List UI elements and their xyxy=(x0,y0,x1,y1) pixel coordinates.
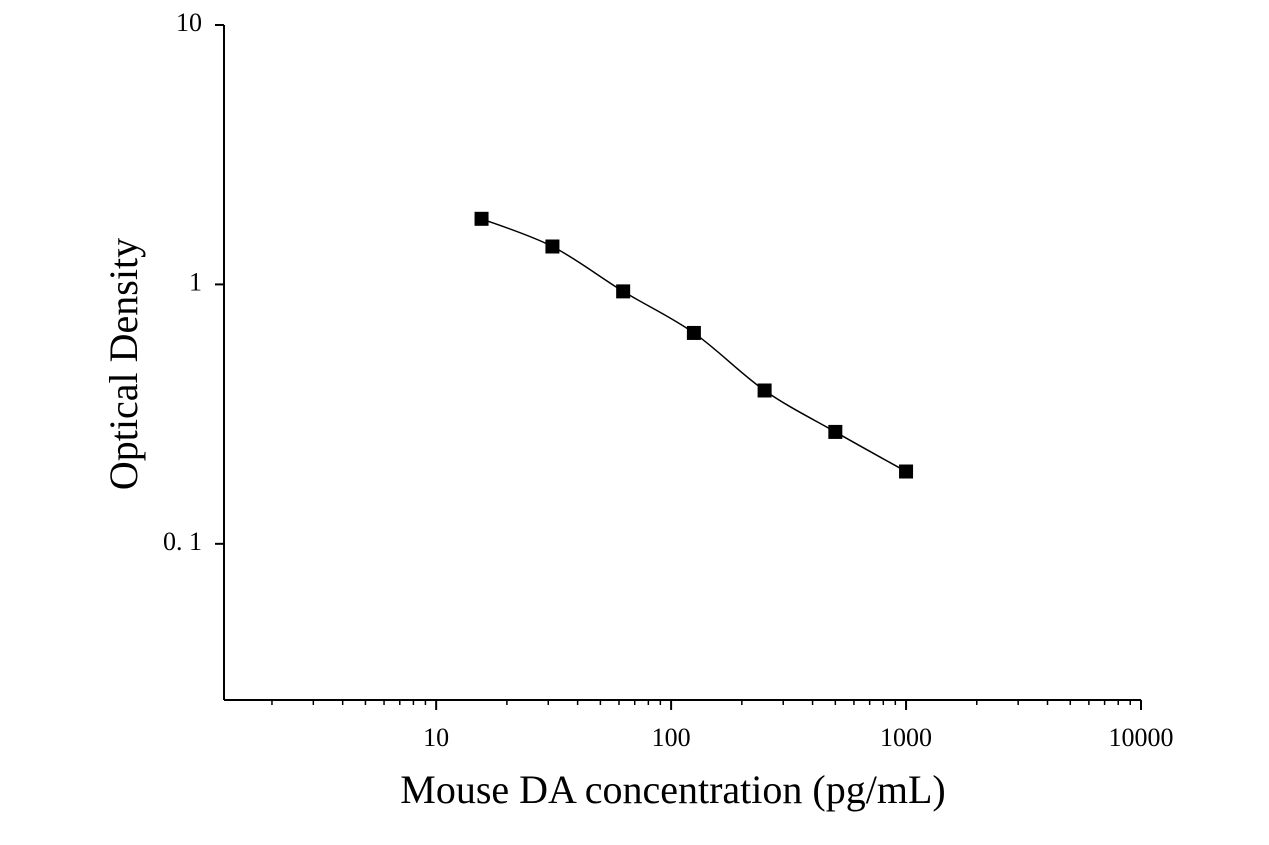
y-tick-label: 10 xyxy=(176,8,202,37)
x-tick-label: 10000 xyxy=(1109,723,1174,752)
data-point xyxy=(757,383,772,398)
y-axis-label: Optical Density xyxy=(101,238,146,490)
y-tick-label: 0. 1 xyxy=(163,527,202,556)
y-tick-label: 1 xyxy=(189,267,202,296)
x-tick-label: 10 xyxy=(423,723,449,752)
data-point xyxy=(545,239,560,254)
data-point xyxy=(686,325,701,340)
data-point xyxy=(828,424,843,439)
x-tick-label: 1000 xyxy=(880,723,932,752)
data-point xyxy=(616,284,631,299)
data-point xyxy=(899,464,914,479)
x-axis-label: Mouse DA concentration (pg/mL) xyxy=(400,767,945,812)
fit-line xyxy=(481,218,907,473)
data-point xyxy=(474,211,489,226)
x-tick-label: 100 xyxy=(652,723,691,752)
